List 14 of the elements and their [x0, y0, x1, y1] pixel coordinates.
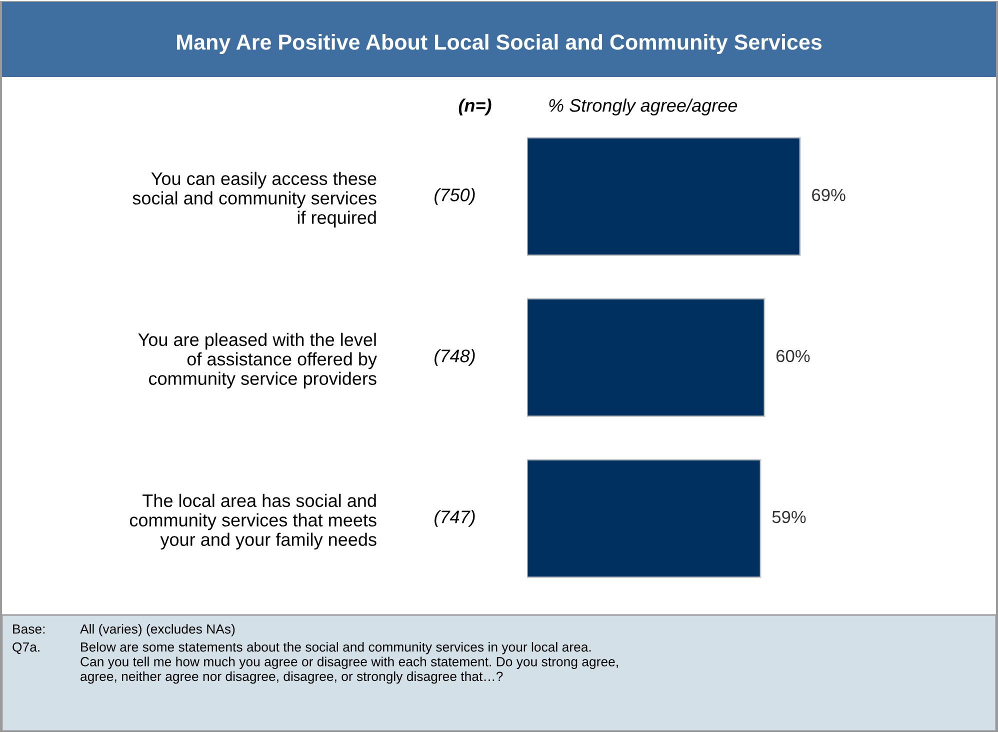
data-label: 59%: [772, 510, 806, 524]
y-tick-label: The local area has social and community services that meets your and your family needs: [130, 494, 376, 550]
data-label: 60%: [776, 350, 810, 362]
y-tick-label: You are pleased with the level of assistance offered by community service providers: [138, 332, 377, 389]
x-axis-title: % Strongly agree/agree: [549, 98, 738, 116]
data-label: 69%: [812, 188, 846, 202]
chart-title: Many Are Positive About Local Social and Community Services: [177, 34, 822, 54]
text: (748): [434, 349, 475, 366]
text: (747): [434, 510, 475, 527]
text: Base: All (varies) (excludes NAs): [13, 624, 235, 636]
y-tick-label: You can easily access these social and community services if required: [132, 172, 376, 228]
text: (n=): [458, 98, 492, 116]
text: (750): [434, 188, 475, 205]
text: Q7a. Below are some statements about the social and community services in your local area. Can you tell me how much you agree or disagree with each statement. Do you strong agree, agree, neither agree nor disagree, disagree, or strongly disagree that…?: [12, 642, 618, 684]
